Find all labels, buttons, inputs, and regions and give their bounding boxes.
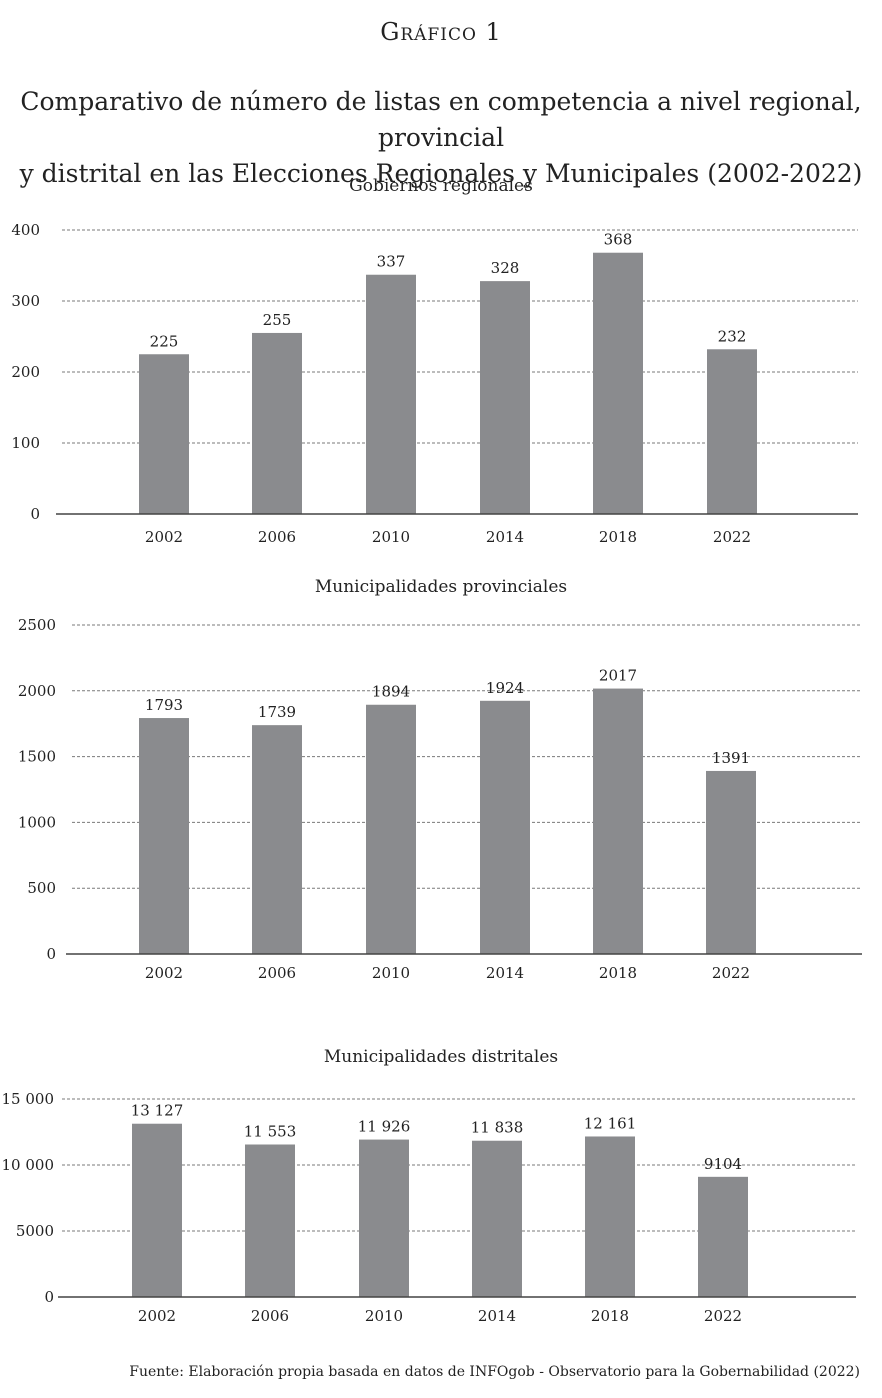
chart-provincial: 0 500 1000 1500 2000 2500 1793 2002 1739 2006 1894… <box>18 616 862 982</box>
x-tick-label: 2006 <box>258 964 296 982</box>
y-tick-label: 1000 <box>18 813 56 831</box>
bar-2006 <box>245 1144 295 1297</box>
data-label: 1924 <box>486 679 524 697</box>
data-label: 1739 <box>258 703 296 721</box>
data-label: 368 <box>604 231 633 249</box>
x-tick-label: 2018 <box>599 964 637 982</box>
chart-title-distrital: Municipalidades distritales <box>323 1047 559 1067</box>
main-title-line-2: y distrital en las Elecciones Regionales… <box>19 159 863 188</box>
bar-2010 <box>366 704 416 954</box>
bar-2002 <box>132 1123 182 1297</box>
chart-title-provincial: Municipalidades provinciales <box>314 577 568 597</box>
x-tick-label: 2002 <box>145 964 183 982</box>
y-tick-label: 5000 <box>16 1222 54 1240</box>
x-tick-label: 2006 <box>258 528 296 546</box>
bar-2006 <box>252 332 302 514</box>
x-tick-label: 2022 <box>713 528 751 546</box>
x-tick-label: 2002 <box>145 528 183 546</box>
data-label: 225 <box>150 332 179 350</box>
y-tick-label: 15 000 <box>2 1090 55 1108</box>
data-label: 255 <box>263 311 292 329</box>
bar-2018 <box>593 688 643 954</box>
bar-2002 <box>139 718 189 954</box>
chart-distrital: 0 5000 10 000 15 000 13 127 2002 11 553 2006 11 … <box>2 1090 856 1325</box>
data-label: 11 553 <box>244 1123 297 1141</box>
main-title-line-1: Comparativo de número de listas en compe… <box>20 87 862 152</box>
chart-title-regional: Gobiernos regionales <box>349 176 533 196</box>
y-tick-label: 300 <box>11 292 40 310</box>
bar-2002 <box>139 354 189 514</box>
x-tick-label: 2010 <box>372 964 410 982</box>
x-tick-label: 2022 <box>712 964 750 982</box>
bar-2006 <box>252 725 302 954</box>
main-title: Comparativo de número de listas en compe… <box>0 84 882 192</box>
x-tick-label: 2002 <box>138 1307 176 1325</box>
x-tick-label: 2006 <box>251 1307 289 1325</box>
bar-2022 <box>706 770 756 954</box>
data-label: 9104 <box>704 1155 742 1173</box>
y-tick-label: 2000 <box>18 682 56 700</box>
x-tick-label: 2010 <box>365 1307 403 1325</box>
bar-2022 <box>698 1176 748 1297</box>
bar-2022 <box>707 349 757 514</box>
data-label: 1793 <box>145 696 183 714</box>
y-tick-label: 0 <box>44 1288 54 1306</box>
data-label: 1391 <box>712 749 750 767</box>
bar-2014 <box>472 1140 522 1297</box>
y-tick-label: 200 <box>11 363 40 381</box>
y-tick-label: 0 <box>46 945 56 963</box>
x-tick-label: 2014 <box>486 528 524 546</box>
x-tick-label: 2014 <box>478 1307 516 1325</box>
y-tick-label: 2500 <box>18 616 56 634</box>
data-label: 1894 <box>372 683 410 701</box>
bar-2010 <box>366 274 416 514</box>
source-note: Fuente: Elaboración propia basada en dat… <box>129 1364 860 1380</box>
data-label: 2017 <box>599 667 637 685</box>
bar-2014 <box>480 281 530 514</box>
y-tick-label: 100 <box>11 434 40 452</box>
data-label: 11 926 <box>358 1118 411 1136</box>
x-tick-label: 2010 <box>372 528 410 546</box>
x-tick-label: 2014 <box>486 964 524 982</box>
data-label: 12 161 <box>584 1114 637 1132</box>
data-label: 13 127 <box>131 1102 184 1120</box>
chart-kicker: Gráfico 1 <box>380 18 502 46</box>
y-tick-label: 1500 <box>18 748 56 766</box>
y-tick-label: 500 <box>27 879 56 897</box>
y-tick-label: 400 <box>11 221 40 239</box>
data-label: 232 <box>718 327 747 345</box>
data-label: 328 <box>491 259 520 277</box>
x-tick-label: 2022 <box>704 1307 742 1325</box>
x-tick-label: 2018 <box>591 1307 629 1325</box>
y-tick-label: 10 000 <box>2 1156 55 1174</box>
bar-2014 <box>480 700 530 954</box>
y-tick-label: 0 <box>30 505 40 523</box>
data-label: 337 <box>377 253 406 271</box>
bar-2018 <box>593 252 643 514</box>
bar-2018 <box>585 1136 635 1297</box>
data-label: 11 838 <box>471 1119 524 1137</box>
x-tick-label: 2018 <box>599 528 637 546</box>
bar-2010 <box>359 1139 409 1297</box>
chart-regional: 0 100 200 300 400 225 2002 255 2006 337 2010 328 201… <box>11 221 858 546</box>
